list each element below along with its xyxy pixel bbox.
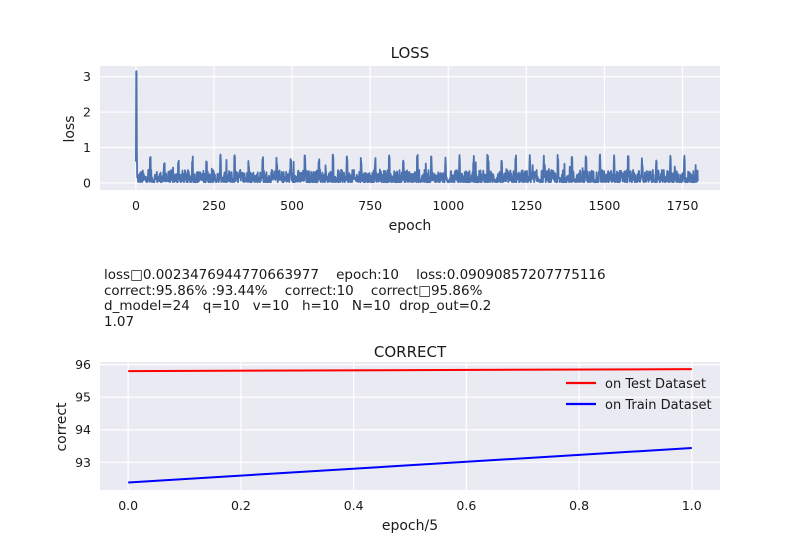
loss-x-tick-label: 750	[358, 198, 382, 213]
loss-chart: 0 250 500 750 1000 1250 1500 1750 0 1 2 3 LOSS epo…	[62, 44, 720, 234]
loss-xlabel: epoch	[389, 218, 432, 234]
loss-y-tick-label: 1	[83, 140, 91, 155]
loss-yticks: 0 1 2 3	[83, 69, 91, 190]
correct-legend: on Test Dataset on Train Dataset	[566, 377, 712, 413]
test-dataset-line	[128, 368, 692, 373]
info-line-4: 1.07	[104, 313, 135, 330]
correct-y-tick-label: 93	[75, 455, 91, 470]
loss-plot-area	[100, 66, 720, 190]
info-line-1: loss□0.0023476944770663977 epoch:10 loss…	[104, 267, 606, 283]
loss-line	[135, 70, 699, 184]
correct-y-tick-label: 94	[75, 422, 91, 437]
train-dataset-line	[128, 446, 692, 484]
correct-x-tick-label: 0.0	[118, 498, 138, 513]
correct-yticks: 93 94 95 96	[75, 357, 91, 470]
loss-x-tick-label: 500	[280, 198, 304, 213]
loss-x-tick-label: 1000	[432, 198, 464, 213]
correct-chart: 0.0 0.2 0.4 0.6 0.8 1.0 93 94 95 96 CORRECT epoc…	[54, 343, 720, 534]
loss-x-tick-label: 1500	[589, 198, 621, 213]
loss-xticks: 0 250 500 750 1000 1250 1500 1750	[132, 198, 699, 213]
loss-x-tick-label: 1750	[667, 198, 699, 213]
loss-grid	[100, 66, 720, 190]
loss-y-tick-label: 2	[83, 105, 91, 120]
loss-x-tick-label: 0	[132, 198, 140, 213]
correct-x-tick-label: 1.0	[682, 498, 702, 513]
loss-x-tick-label: 250	[202, 198, 226, 213]
correct-series	[128, 368, 692, 484]
loss-y-tick-label: 0	[83, 175, 91, 190]
correct-x-tick-label: 0.2	[231, 498, 251, 513]
correct-ylabel: correct	[54, 402, 70, 452]
info-line-3: d_model=24 q=10 v=10 h=10 N=10 drop_out=…	[104, 298, 492, 314]
info-text-block: loss□0.0023476944770663977 epoch:10 loss…	[104, 267, 704, 330]
loss-ylabel: loss	[62, 115, 78, 142]
loss-series	[135, 70, 699, 184]
loss-x-tick-label: 1250	[510, 198, 542, 213]
legend-label-train: on Train Dataset	[605, 398, 712, 413]
correct-x-tick-label: 0.4	[344, 498, 364, 513]
correct-xticks: 0.0 0.2 0.4 0.6 0.8 1.0	[118, 498, 702, 513]
correct-x-tick-label: 0.8	[569, 498, 589, 513]
correct-y-tick-label: 95	[75, 390, 91, 405]
correct-x-tick-label: 0.6	[456, 498, 476, 513]
loss-title: LOSS	[391, 44, 430, 62]
correct-xlabel: epoch/5	[382, 518, 438, 534]
correct-y-tick-label: 96	[75, 357, 91, 372]
correct-grid	[100, 362, 720, 490]
info-line-2: correct:95.86% :93.44% correct:10 correc…	[104, 282, 483, 299]
correct-title: CORRECT	[374, 343, 447, 361]
loss-y-tick-label: 3	[83, 69, 91, 84]
correct-plot-area	[100, 362, 720, 490]
legend-label-test: on Test Dataset	[605, 377, 706, 392]
